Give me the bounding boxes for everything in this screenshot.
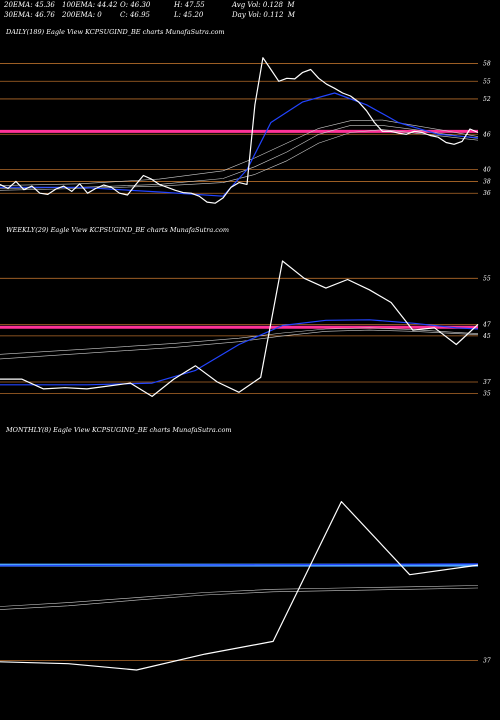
- tick-label: 55: [483, 275, 491, 282]
- stat-close: C: 46.95: [120, 11, 150, 19]
- stat-ema30: 30EMA: 46.76: [4, 11, 55, 19]
- ema-fast-line: [0, 563, 479, 567]
- tick-label: 55: [483, 78, 491, 85]
- stat-ema20: 20EMA: 45.36: [4, 1, 55, 9]
- stat-high: H: 47.55: [174, 1, 205, 9]
- tick-label: 52: [483, 96, 491, 103]
- tick-label: 36: [483, 190, 491, 197]
- stat-day-volume: Day Vol: 0.112 M: [232, 11, 296, 19]
- ema-slow-line: [0, 585, 479, 607]
- stat-open: O: 46.30: [120, 1, 151, 9]
- ema-slow-line: [0, 125, 479, 189]
- tick-label: 37: [483, 658, 491, 665]
- ema-slow-line: [0, 129, 479, 191]
- price-line: [0, 260, 479, 397]
- tick-label: 46: [482, 131, 491, 138]
- daily-panel-title: DAILY(189) Eagle View KCPSUGIND_BE chart…: [6, 28, 225, 36]
- ema-slow-line: [0, 119, 479, 186]
- tick-label: 40: [482, 167, 491, 174]
- ema-slow-line: [0, 327, 479, 355]
- tick-label: 58: [483, 61, 491, 68]
- tick-label: 45: [482, 333, 491, 340]
- stat-ema200: 200EMA: 0: [62, 11, 102, 19]
- ema-fast-line: [0, 92, 479, 197]
- monthly-panel-title: MONTHLY(8) Eagle View KCPSUGIND_BE chart…: [6, 426, 232, 434]
- stat-ema100: 100EMA: 44.42: [62, 1, 118, 9]
- tick-label: 37: [483, 379, 491, 386]
- weekly-panel-title: WEEKLY(29) Eagle View KCPSUGIND_BE chart…: [6, 226, 230, 234]
- stat-avg-volume: Avg Vol: 0.128 M: [232, 1, 295, 9]
- price-line: [0, 57, 479, 204]
- price-line: [0, 501, 479, 671]
- tick-label: 47: [482, 321, 491, 328]
- ema-slow-line: [0, 329, 479, 360]
- stat-low: L: 45.20: [174, 11, 204, 19]
- tick-label: 38: [483, 178, 491, 185]
- tick-label: 35: [483, 390, 491, 397]
- ema-slow-line: [0, 587, 479, 610]
